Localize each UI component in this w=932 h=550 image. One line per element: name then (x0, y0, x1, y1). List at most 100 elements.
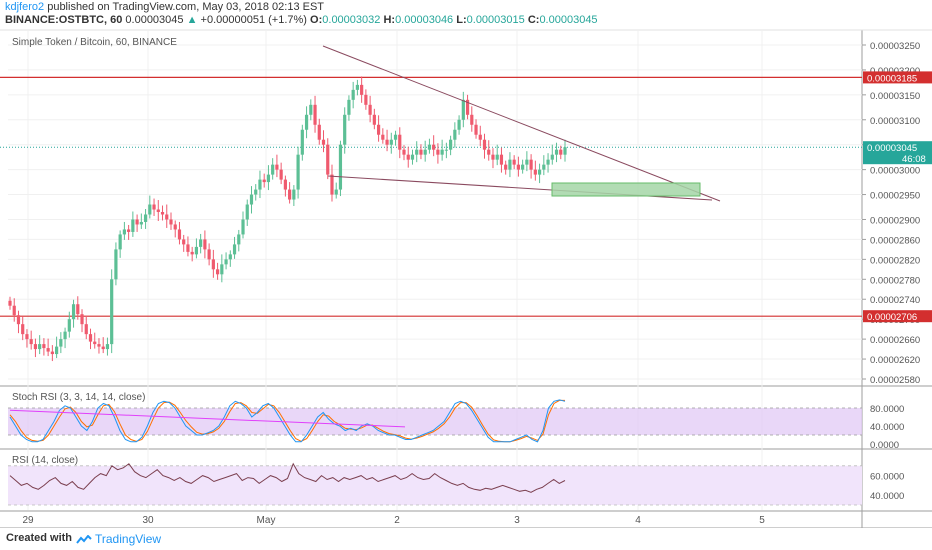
rsi-y-tick-label: 40.0000 (870, 491, 904, 502)
candle-body (499, 154, 504, 165)
target-zone-box[interactable] (551, 182, 701, 197)
symbol: BINANCE:OSTBTC, 60 (5, 14, 123, 26)
candle-body (508, 159, 512, 170)
candle-body (148, 204, 152, 215)
author-name[interactable]: kdjfero2 (5, 1, 45, 13)
candle-body (228, 254, 232, 260)
candle-body (457, 119, 461, 130)
candle-body (186, 244, 190, 252)
candle-body (237, 234, 241, 245)
y-tick-label: 0.00002740 (870, 295, 920, 306)
candle-body (279, 169, 283, 180)
candle-body (351, 89, 355, 100)
candle-body (360, 84, 364, 95)
candle-body (275, 164, 279, 170)
candle-body (376, 124, 381, 135)
candle-body (355, 84, 360, 90)
candle-body (313, 104, 317, 125)
candle-body (283, 179, 287, 190)
candle-body (12, 305, 16, 316)
y-tick-label: 0.00002780 (870, 275, 920, 286)
candle-body (177, 229, 182, 240)
candle-body (262, 179, 266, 183)
horizontal-levels (0, 76, 862, 317)
candle-body (465, 99, 470, 115)
stoch-rsi-title: Stoch RSI (3, 3, 14, 14, close) (12, 392, 146, 403)
candle-body (194, 246, 199, 255)
candle-body (207, 249, 211, 260)
main-pane-title: Simple Token / Bitcoin, 60, BINANCE (12, 37, 177, 48)
candle-body (563, 147, 567, 155)
high-value: 0.00003046 (395, 14, 454, 26)
candle-body (131, 219, 135, 232)
last-price-tag (863, 141, 932, 165)
candle-body (135, 219, 139, 225)
x-tick-label: 5 (759, 515, 765, 526)
candle-body (203, 239, 207, 250)
stoch-d-line (9, 399, 565, 443)
candle-body (449, 139, 453, 150)
candle-body (550, 154, 554, 160)
close-value: 0.00003045 (539, 14, 598, 26)
candle-body (8, 300, 12, 306)
candle-body (182, 239, 186, 245)
tradingview-brand: TradingView (95, 532, 162, 546)
candle-body (292, 189, 296, 200)
candle-body (415, 149, 419, 155)
candle-body (76, 304, 80, 315)
candle-body (288, 189, 292, 200)
candle-body (93, 341, 97, 345)
candle-body (474, 124, 478, 135)
candle-body (215, 269, 220, 275)
tradingview-logo[interactable]: TradingView (76, 532, 161, 546)
upper-trendline[interactable] (322, 45, 721, 202)
x-tick-label: 3 (514, 515, 520, 526)
candle-body (521, 164, 525, 170)
level-price-tag (863, 71, 932, 84)
created-with-label: Created with (6, 532, 73, 544)
candle-body (110, 279, 114, 345)
candle-body (487, 149, 491, 155)
candlestick-series (8, 76, 567, 362)
candle-body (122, 229, 126, 235)
candle-body (300, 129, 304, 155)
candle-body (546, 159, 550, 165)
candle-body (152, 204, 156, 210)
x-tick-label: 2 (394, 515, 400, 526)
candle-body (220, 264, 224, 275)
candle-body (516, 164, 520, 170)
x-tick-label: 29 (22, 515, 34, 526)
candle-body (330, 174, 334, 195)
candle-body (224, 259, 228, 265)
candle-body (326, 144, 330, 175)
candle-body (478, 134, 482, 140)
candle-body (80, 314, 84, 325)
candle-body (338, 144, 343, 190)
high-label: H: (383, 14, 396, 26)
candle-body (495, 154, 499, 160)
candle-body (432, 144, 436, 150)
stoch-trendline[interactable] (9, 409, 406, 428)
y-tick-label: 0.00002860 (870, 235, 920, 246)
candle-body (16, 315, 21, 325)
candle-body (554, 149, 559, 155)
change-arrow-icon: ▲ (186, 14, 198, 26)
axes: 2930May23450.000032500.000032000.0000315… (0, 41, 932, 529)
y-tick-label: 0.00003100 (870, 116, 920, 127)
candle-body (427, 144, 432, 150)
candle-body (165, 214, 169, 220)
level-price-tag (863, 310, 932, 323)
candle-body (343, 114, 347, 145)
candle-body (258, 179, 262, 190)
low-value: 0.00003015 (466, 14, 525, 26)
candle-body (63, 331, 67, 340)
candle-body (461, 99, 465, 120)
candle-body (21, 324, 25, 335)
published-text: published on TradingView.com, May 03, 20… (47, 1, 325, 13)
candle-body (266, 174, 271, 183)
candle-body (372, 114, 376, 125)
candle-body (84, 324, 88, 335)
candle-body (29, 339, 33, 345)
candle-body (46, 348, 50, 352)
